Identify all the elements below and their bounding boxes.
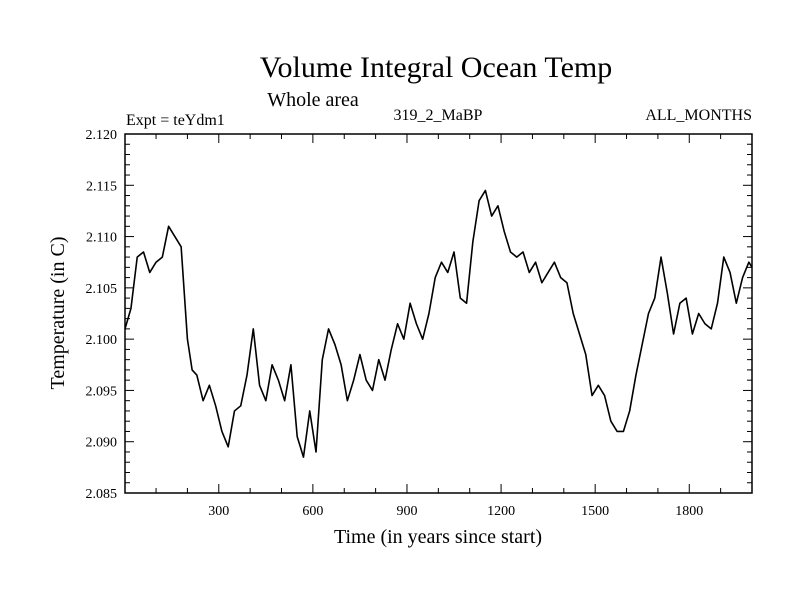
chart-title: Volume Integral Ocean Temp xyxy=(260,51,613,84)
x-tick-label: 1200 xyxy=(487,504,515,519)
y-axis: 2.085 2.090 2.095 2.100 2.105 2.110 2.115 2.120 xyxy=(86,128,752,502)
x-axis-label: Time (in years since start) xyxy=(334,526,542,548)
x-tick-label: 1800 xyxy=(675,504,703,519)
y-tick-label: 2.095 xyxy=(86,384,118,399)
y-tick-label: 2.090 xyxy=(86,436,118,451)
x-tick-label: 900 xyxy=(396,504,417,519)
experiment-label: Expt = teYdm1 xyxy=(126,112,225,129)
x-tick-label: 1500 xyxy=(581,504,609,519)
y-tick-label: 2.085 xyxy=(86,487,118,502)
y-tick-label: 2.110 xyxy=(86,231,117,246)
plot-frame xyxy=(124,133,753,494)
period-label: 319_2_MaBP xyxy=(394,107,483,124)
months-label: ALL_MONTHS xyxy=(645,107,752,124)
x-tick-label: 300 xyxy=(208,504,229,519)
y-axis-label: Temperature (in C) xyxy=(47,237,69,390)
y-tick-label: 2.100 xyxy=(86,333,118,348)
chart-subtitle: Whole area xyxy=(267,89,359,111)
y-tick-label: 2.105 xyxy=(86,282,118,297)
y-tick-label: 2.120 xyxy=(86,128,118,143)
temperature-series-line xyxy=(124,189,753,458)
x-axis: 300 600 900 1200 1500 1800 xyxy=(155,134,722,519)
x-tick-label: 600 xyxy=(302,504,323,519)
y-tick-label: 2.115 xyxy=(86,179,117,194)
